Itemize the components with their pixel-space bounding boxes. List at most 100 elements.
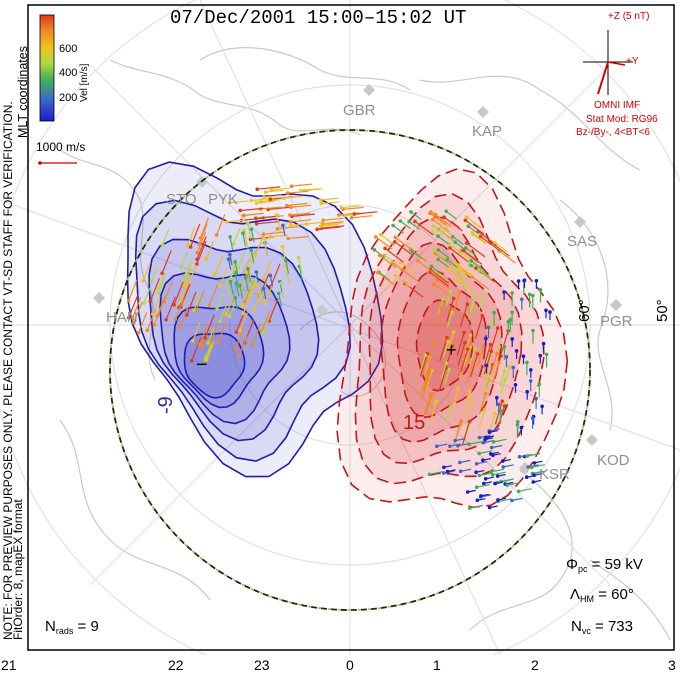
velocity-vector [419, 353, 428, 377]
velocity-vector [411, 250, 423, 260]
velocity-vector [351, 215, 373, 219]
velocity-vector [298, 257, 303, 274]
velocity-vector [254, 237, 264, 256]
vector-origin-dot [488, 342, 493, 347]
vector-origin-dot [502, 345, 507, 349]
velocity-vector [142, 262, 151, 282]
site-pyk: PYK [208, 191, 239, 208]
velocity-vector [250, 229, 255, 243]
vector-origin-dot [456, 386, 461, 391]
velocity-vector [445, 406, 452, 423]
vector-origin-dot [458, 290, 462, 294]
radar-site-marker [363, 84, 375, 96]
vector-origin-dot [398, 219, 403, 223]
vector-origin-dot [284, 258, 288, 263]
vector-origin-dot [349, 216, 354, 220]
vector-origin-dot [432, 340, 437, 345]
velocity-vector [492, 471, 506, 476]
velocity-vector [240, 207, 264, 212]
velocity-vector [253, 291, 262, 310]
vector-origin-dot [466, 224, 471, 228]
mlt-tick-23: 23 [254, 657, 270, 673]
vector-origin-dot [254, 216, 258, 221]
velocity-vector [137, 312, 148, 334]
vector-origin-dot [516, 279, 521, 283]
vector-origin-dot [436, 234, 440, 238]
vector-origin-dot [449, 289, 453, 293]
vector-origin-dot [427, 472, 432, 477]
velocity-vector [498, 250, 516, 264]
velocity-vector [214, 255, 224, 275]
velocity-vector [262, 316, 271, 333]
velocity-vector [414, 220, 434, 236]
vector-origin-dot [198, 236, 203, 240]
vector-origin-dot [510, 337, 514, 341]
vector-origin-dot [261, 330, 266, 335]
velocity-vector [466, 362, 474, 384]
vector-origin-dot [148, 299, 153, 304]
velocity-vector [163, 280, 173, 302]
vector-origin-dot [321, 218, 326, 223]
mlt-tick-0: 0 [346, 657, 354, 673]
site-kod: KOD [597, 452, 630, 469]
vector-origin-dot [203, 336, 207, 340]
vector-origin-dot [228, 252, 232, 257]
velocity-vector [490, 241, 510, 257]
vector-origin-dot [459, 419, 464, 423]
velocity-vector [443, 216, 463, 232]
mlt-tick-21: 21 [1, 657, 17, 673]
velocity-vector [462, 421, 471, 445]
velocity-vector [392, 225, 404, 234]
latitude-label-50: 50° [654, 299, 671, 322]
vector-origin-dot [374, 235, 378, 239]
stat-nrads-sub: rads [55, 626, 74, 636]
velocity-vector [469, 504, 483, 509]
vector-origin-dot [431, 224, 436, 229]
vector-origin-dot [431, 247, 435, 252]
site-kap: KAP [472, 123, 503, 140]
vector-origin-dot [484, 336, 488, 341]
velocity-vector [456, 332, 465, 356]
vector-origin-dot [510, 310, 514, 315]
vector-origin-dot [481, 458, 485, 463]
vector-origin-dot [215, 307, 219, 311]
vector-origin-dot [238, 208, 242, 213]
vector-origin-dot [250, 343, 254, 348]
velocity-vector [434, 252, 453, 267]
potential-minimum-marker: − [196, 354, 208, 376]
velocity-vector [229, 200, 248, 204]
velocity-vector [455, 278, 469, 290]
vector-origin-dot [451, 234, 455, 239]
velocity-vector [454, 241, 466, 251]
velocity-vector [500, 330, 509, 354]
velocity-vector [531, 464, 545, 468]
velocity-vector [380, 234, 396, 246]
vector-origin-dot [525, 389, 529, 394]
velocity-vector [433, 225, 447, 237]
velocity-vector [289, 212, 311, 216]
vector-origin-dot [467, 419, 472, 424]
vector-origin-dot [377, 253, 382, 257]
stat-n-rads: Nrads = 9 [45, 619, 99, 636]
velocity-vector [241, 287, 250, 307]
vector-origin-dot [528, 379, 533, 383]
vector-origin-dot [160, 243, 165, 247]
velocity-vector [290, 219, 312, 223]
velocity-vector [243, 212, 264, 216]
vector-origin-dot [508, 317, 513, 322]
heppner-maynard-boundary [109, 129, 591, 611]
velocity-vector [242, 295, 251, 314]
velocity-vector [443, 369, 450, 386]
vector-origin-dot [228, 276, 233, 281]
vector-origin-dot [407, 219, 411, 224]
vector-origin-dot [498, 408, 503, 413]
velocity-vector [153, 304, 164, 326]
vector-origin-dot [474, 266, 478, 270]
velocity-vector [446, 312, 453, 328]
vector-origin-dot [491, 440, 496, 444]
velocity-vector [483, 376, 490, 392]
vector-origin-dot [261, 232, 266, 236]
velocity-vector [429, 212, 447, 227]
velocity-vector [173, 281, 184, 306]
velocity-vector [384, 254, 398, 265]
